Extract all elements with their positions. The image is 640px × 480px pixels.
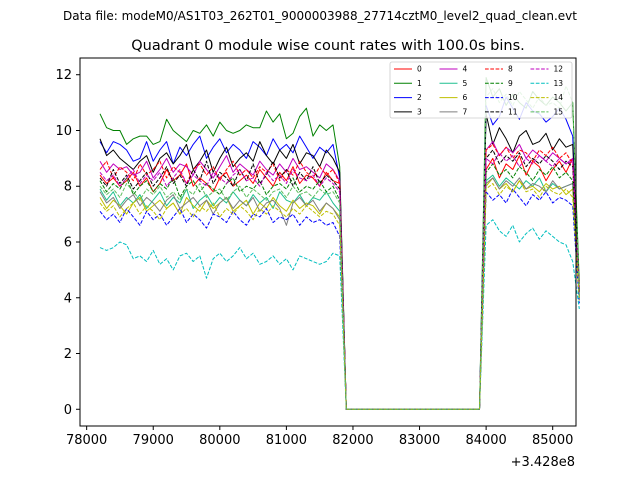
- legend-label-4: 4: [463, 65, 468, 74]
- data-file-label: Data file: modeM0/AS1T03_262T01_90000039…: [63, 9, 577, 23]
- series-line-9: [99, 163, 580, 410]
- legend-label-10: 10: [508, 93, 518, 102]
- y-tick-label: 2: [64, 347, 72, 362]
- x-axis-offset-label: +3.428e8: [511, 455, 575, 470]
- legend-label-14: 14: [554, 93, 564, 102]
- x-tick-label: 83000: [399, 433, 440, 448]
- legend-label-1: 1: [417, 79, 422, 88]
- legend-label-8: 8: [508, 65, 513, 74]
- x-tick-label: 82000: [332, 433, 373, 448]
- legend-label-9: 9: [508, 79, 513, 88]
- legend-label-12: 12: [554, 65, 564, 74]
- series-layer: [99, 77, 580, 410]
- legend-label-13: 13: [554, 79, 564, 88]
- x-tick-label: 80000: [199, 433, 240, 448]
- x-tick-label: 79000: [133, 433, 174, 448]
- x-tick-label: 84000: [465, 433, 506, 448]
- legend-label-7: 7: [463, 108, 468, 117]
- x-tick-label: 85000: [532, 433, 573, 448]
- series-line-13: [99, 219, 580, 410]
- legend-label-11: 11: [508, 108, 518, 117]
- series-line-11: [99, 149, 580, 410]
- legend-label-2: 2: [417, 93, 422, 102]
- legend-label-6: 6: [463, 93, 468, 102]
- legend-box: [389, 61, 573, 119]
- legend-label-15: 15: [554, 108, 564, 117]
- axes-layer: 78000 79000 80000 81000 82000 83000 84000 85000…: [55, 57, 577, 448]
- y-tick-label: 12: [55, 68, 72, 83]
- series-line-8: [99, 143, 580, 410]
- x-tick-label: 78000: [66, 433, 107, 448]
- series-line-7: [99, 177, 580, 410]
- legend-label-0: 0: [417, 65, 422, 74]
- series-line-14: [99, 180, 580, 410]
- chart-title: Quadrant 0 module wise count rates with …: [131, 38, 525, 54]
- y-tick-label: 0: [64, 403, 72, 418]
- x-tick-label: 81000: [266, 433, 307, 448]
- legend-label-3: 3: [417, 108, 422, 117]
- y-tick-label: 6: [64, 236, 72, 251]
- series-line-12: [99, 152, 580, 410]
- y-tick-label: 10: [55, 124, 72, 139]
- legend-label-5: 5: [463, 79, 468, 88]
- series-line-3: [99, 113, 580, 410]
- y-tick-label: 4: [64, 291, 72, 306]
- y-tick-label: 8: [64, 180, 72, 195]
